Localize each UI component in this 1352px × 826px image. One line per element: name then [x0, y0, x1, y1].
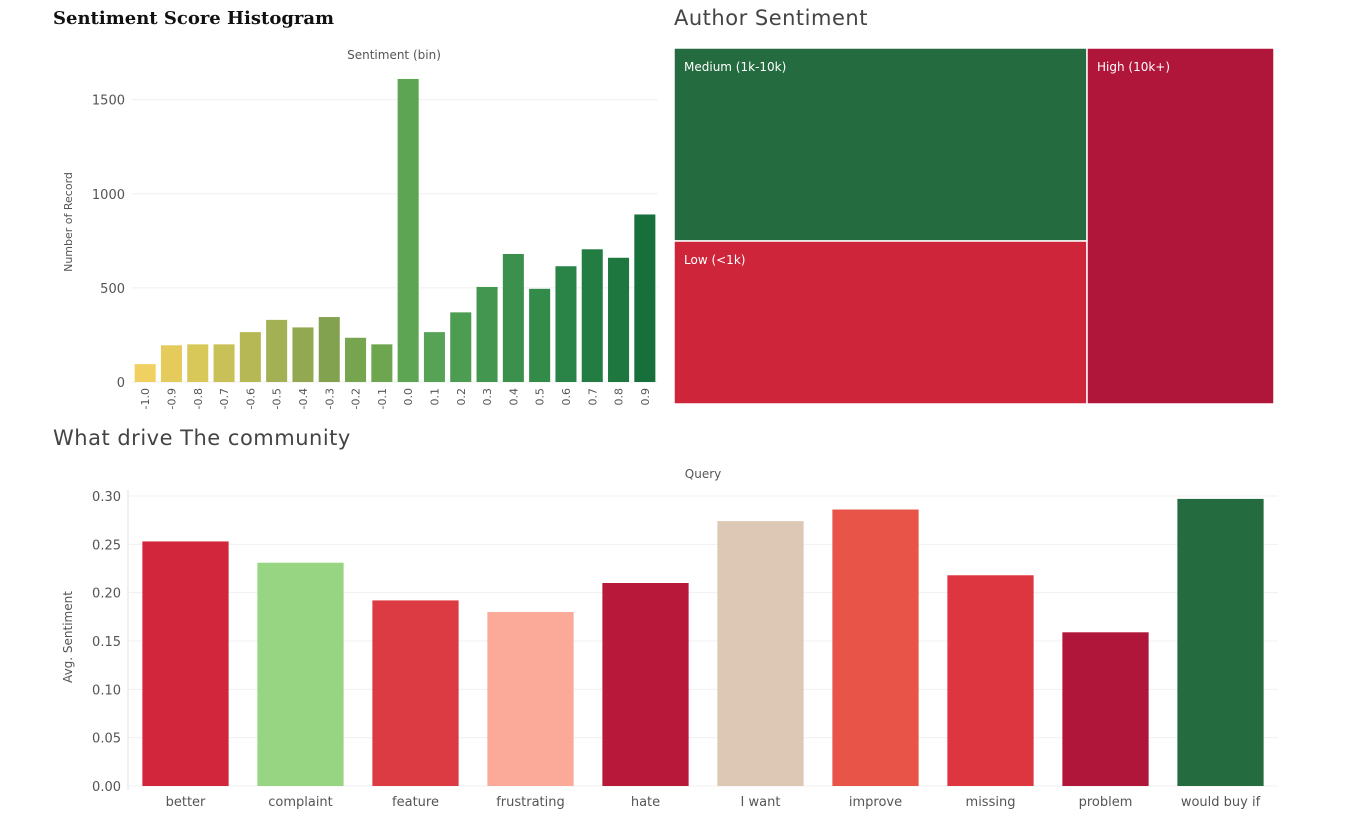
histogram-x-tick-label: 0.8 [613, 388, 626, 406]
histogram-bar[interactable] [450, 312, 472, 382]
histogram-bar[interactable] [581, 249, 603, 382]
histogram-x-tick-label: -0.3 [323, 388, 336, 409]
query-bar[interactable] [717, 521, 804, 786]
histogram-x-tick-label: -0.7 [218, 388, 231, 409]
query-x-tick-label: missing [966, 795, 1016, 810]
query-x-tick-label: hate [631, 795, 660, 810]
histogram-x-tick-label: -0.4 [297, 388, 310, 409]
histogram-bar[interactable] [213, 344, 235, 382]
histogram-x-tick-label: -0.1 [376, 388, 389, 409]
histogram-x-tick-label: 0.1 [428, 388, 441, 406]
query-chart-title: What drive The community [53, 426, 351, 450]
histogram-bar[interactable] [292, 327, 314, 382]
query-y-tick-label: 0.25 [92, 538, 121, 553]
histogram-bar[interactable] [476, 286, 498, 382]
query-y-tick-label: 0.05 [92, 732, 121, 747]
query-x-tick-label: feature [392, 795, 439, 810]
histogram-bar[interactable] [608, 257, 630, 382]
author-sentiment-treemap: Medium (1k-10k) Low (<1k) High (10k+) [673, 47, 1275, 405]
query-y-tick-label: 0.15 [92, 635, 121, 650]
query-y-tick-label: 0.10 [92, 683, 121, 698]
histogram-y-tick-label: 500 [100, 282, 125, 297]
query-x-tick-label: would buy if [1181, 795, 1261, 810]
query-y-tick-label: 0.00 [92, 780, 121, 795]
sentiment-histogram-chart: 0 500 1000 1500 -1.0 -0.9 -0.8 -0.7 -0.6 -0.5 -0.… [62, 48, 658, 409]
treemap-cell-label: Medium (1k-10k) [684, 60, 786, 74]
histogram-x-tick-label: 0.7 [586, 388, 599, 406]
query-x-tick-label: complaint [268, 795, 333, 810]
histogram-bar[interactable] [397, 78, 419, 383]
histogram-y-tick-label: 0 [117, 376, 125, 391]
query-sentiment-chart: 0.00 0.05 0.10 0.15 0.20 0.25 0.30 better compl… [61, 467, 1278, 810]
query-x-tick-label: problem [1079, 795, 1133, 810]
histogram-x-tick-label: -1.0 [139, 388, 152, 409]
query-y-axis-title: Avg. Sentiment [61, 591, 75, 683]
histogram-bar[interactable] [318, 317, 340, 382]
histogram-x-tick-label: -0.8 [192, 388, 205, 409]
query-bar[interactable] [372, 600, 459, 786]
query-bar[interactable] [1062, 632, 1149, 786]
histogram-x-tick-label: -0.2 [350, 388, 363, 409]
histogram-bar[interactable] [634, 214, 656, 382]
query-y-tick-label: 0.30 [92, 490, 121, 505]
query-bar[interactable] [1177, 498, 1264, 786]
treemap-cell-medium[interactable] [673, 47, 1088, 242]
histogram-y-tick-label: 1000 [92, 188, 125, 203]
query-bar[interactable] [257, 562, 344, 786]
treemap-cell-label: High (10k+) [1097, 60, 1170, 74]
query-bar[interactable] [947, 575, 1034, 786]
histogram-bar[interactable] [345, 337, 367, 382]
histogram-bar[interactable] [529, 288, 551, 382]
histogram-x-tick-label: 0.9 [639, 388, 652, 406]
histogram-x-tick-label: -0.6 [244, 388, 257, 409]
histogram-x-tick-label: 0.0 [402, 388, 415, 406]
query-x-axis-title: Query [685, 467, 721, 481]
histogram-x-tick-label: -0.9 [165, 388, 178, 409]
histogram-x-tick-label: -0.5 [271, 388, 284, 409]
histogram-bar[interactable] [239, 332, 261, 382]
histogram-bar[interactable] [187, 344, 209, 382]
treemap-cell-low[interactable] [673, 240, 1088, 405]
histogram-bar[interactable] [423, 332, 445, 382]
query-x-tick-label: frustrating [496, 795, 565, 810]
query-x-tick-label: better [166, 795, 206, 810]
histogram-x-tick-label: 0.4 [507, 388, 520, 406]
histogram-y-axis-title: Number of Record [62, 172, 75, 272]
histogram-bar[interactable] [160, 345, 182, 382]
query-bar[interactable] [487, 612, 574, 786]
query-y-tick-label: 0.20 [92, 587, 121, 602]
histogram-x-tick-label: 0.2 [455, 388, 468, 406]
treemap-title: Author Sentiment [674, 6, 868, 30]
query-bar[interactable] [832, 509, 919, 786]
histogram-bar[interactable] [266, 319, 288, 382]
histogram-bar[interactable] [555, 266, 577, 382]
histogram-bar[interactable] [371, 344, 393, 382]
histogram-bar[interactable] [134, 364, 156, 382]
query-x-tick-label: improve [849, 795, 902, 810]
query-bar[interactable] [602, 583, 689, 786]
treemap-cell-label: Low (<1k) [684, 253, 745, 267]
histogram-x-axis-title: Sentiment (bin) [347, 48, 441, 62]
histogram-x-tick-label: 0.5 [534, 388, 547, 406]
query-x-tick-label: I want [741, 795, 781, 810]
histogram-x-tick-label: 0.6 [560, 388, 573, 406]
histogram-y-tick-label: 1500 [92, 94, 125, 109]
histogram-title: Sentiment Score Histogram [53, 8, 335, 29]
query-bar[interactable] [142, 541, 229, 786]
histogram-x-tick-label: 0.3 [481, 388, 494, 406]
treemap-cell-high[interactable] [1086, 47, 1275, 405]
histogram-bar[interactable] [502, 254, 524, 382]
